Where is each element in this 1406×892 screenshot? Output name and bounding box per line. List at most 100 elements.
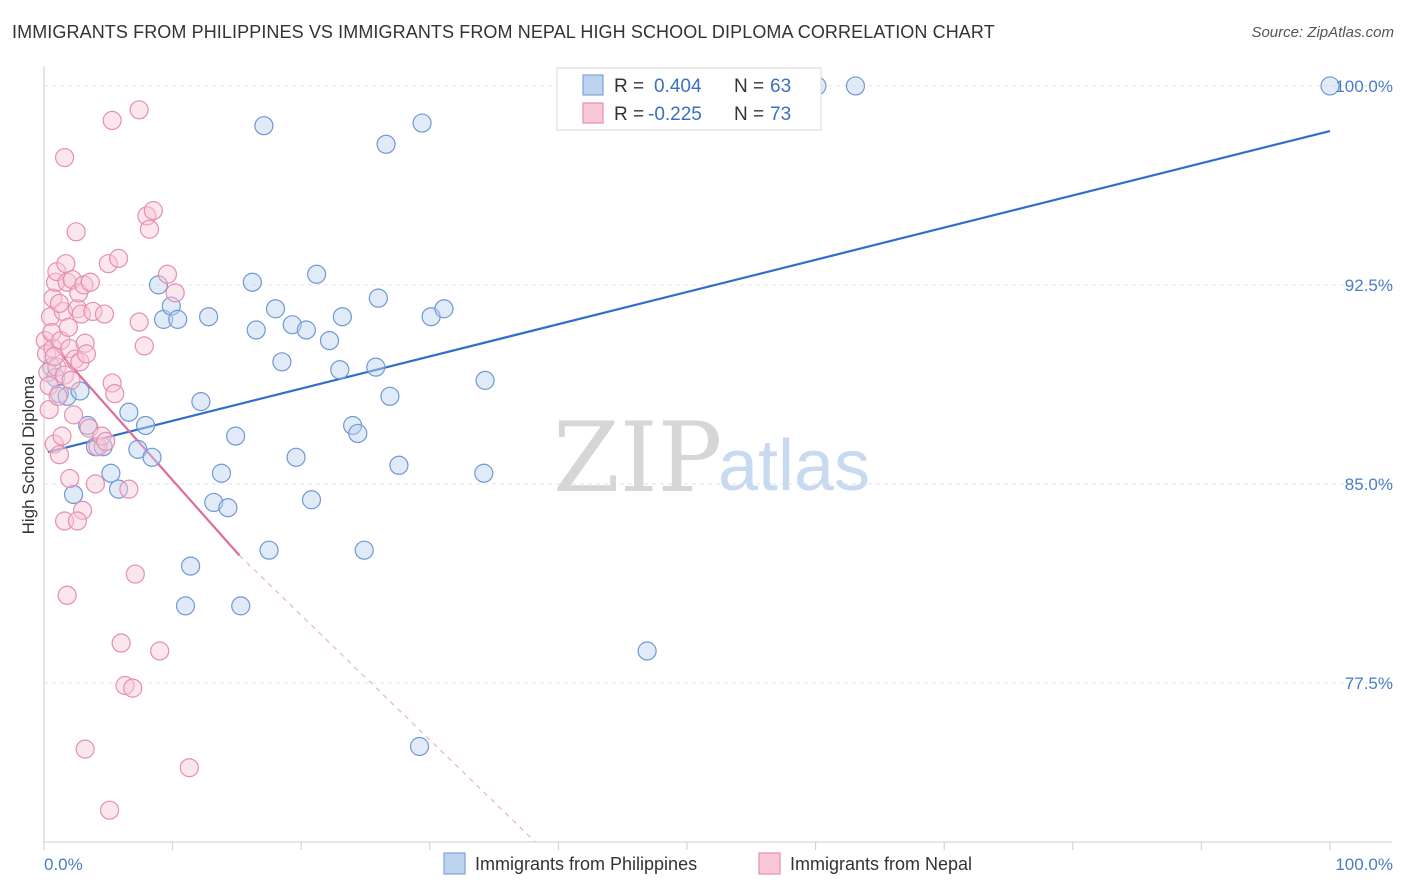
y-axis-label: High School Diploma [19,375,38,534]
grid-layer [44,85,1392,684]
y-tick-label: 92.5% [1345,276,1393,295]
point-nepal [70,352,90,372]
point-nepal [94,304,115,324]
point-nepal [67,299,88,319]
trend-layer [43,129,1331,843]
point-philippines [286,447,306,467]
legend-r-label-2: R = [614,104,644,125]
point-philippines [475,370,495,390]
watermark: ZIP atlas [553,402,870,514]
bottom-legend-swatch-nepal [758,852,781,875]
point-nepal [44,434,64,454]
point-philippines [108,479,129,499]
tick-layer: 100.0% 92.5% 85.0% 77.5% 0.0% 100.0% [44,77,1393,874]
point-nepal [40,307,61,327]
point-philippines [376,134,396,154]
point-philippines [242,272,262,292]
point-nepal [49,445,70,465]
point-nepal [125,564,145,584]
point-nepal [44,346,64,367]
point-nepal [61,370,81,390]
point-philippines [637,641,657,661]
watermark-zip: ZIP [553,402,722,514]
x-tick-label: 100.0% [1335,855,1393,874]
point-philippines [101,463,121,483]
point-nepal [58,317,79,337]
point-nepal [56,254,76,274]
point-philippines [135,415,156,436]
trendline-nepal [43,334,241,557]
point-philippines [380,386,400,406]
point-philippines [175,596,196,616]
bottom-legend-swatch-philippines [443,852,466,875]
legend-swatch-nepal [582,102,604,124]
point-nepal [72,500,93,520]
point-nepal [43,338,63,359]
y-tick-label: 85.0% [1345,475,1393,494]
point-nepal [66,222,86,242]
point-nepal [157,264,178,284]
legend-r-label-1: R = [614,76,644,97]
series-legend: Immigrants from Philippines Immigrants f… [443,852,972,875]
point-philippines [191,392,211,412]
point-nepal [65,349,85,369]
trendline-philippines [47,129,1331,454]
point-nepal [129,312,149,332]
point-philippines [259,540,279,560]
point-nepal [105,384,125,404]
point-nepal [63,405,84,425]
point-nepal [134,336,154,356]
point-philippines [272,352,292,372]
y-tick-label: 100.0% [1335,77,1393,96]
point-philippines [319,330,340,351]
point-nepal [143,201,163,221]
point-nepal [75,739,95,759]
point-philippines [226,426,246,446]
point-nepal [179,758,199,778]
point-nepal [54,365,75,385]
point-nepal [57,585,77,605]
point-philippines [330,360,350,380]
point-philippines [845,76,866,96]
x-tick-label: 0.0% [44,855,83,874]
bottom-legend-label-philippines: Immigrants from Philippines [475,854,697,874]
point-nepal [52,426,72,446]
point-nepal [43,288,63,308]
point-philippines [254,116,274,136]
point-nepal [108,248,129,268]
point-philippines [348,423,368,444]
point-nepal [80,272,100,292]
point-philippines [211,463,232,483]
point-philippines [63,484,84,505]
legend-n-value-2: 73 [770,104,791,125]
point-philippines [389,455,409,475]
point-nepal [49,293,70,314]
point-nepal [48,386,68,406]
point-nepal [129,100,149,120]
y-tick-label: 77.5% [1345,674,1393,693]
point-philippines [246,320,266,340]
legend-n-label-1: N = [734,76,764,97]
legend-r-value-1: 0.404 [654,76,702,97]
watermark-atlas: atlas [718,426,870,506]
point-nepal [123,678,143,698]
point-nepal [67,511,88,531]
point-nepal [83,301,103,322]
point-philippines [296,320,316,340]
point-nepal [54,147,75,168]
point-nepal [99,800,120,820]
point-philippines [1320,76,1340,96]
point-nepal [92,426,112,446]
point-nepal [98,254,118,274]
point-nepal [150,641,170,661]
point-philippines [366,357,386,377]
point-nepal [115,675,135,696]
points-layer [35,76,1340,820]
point-philippines [231,596,251,616]
point-philippines [204,492,224,513]
point-nepal [165,283,185,303]
point-nepal [76,344,97,364]
point-nepal [102,110,122,131]
point-nepal [96,431,116,452]
